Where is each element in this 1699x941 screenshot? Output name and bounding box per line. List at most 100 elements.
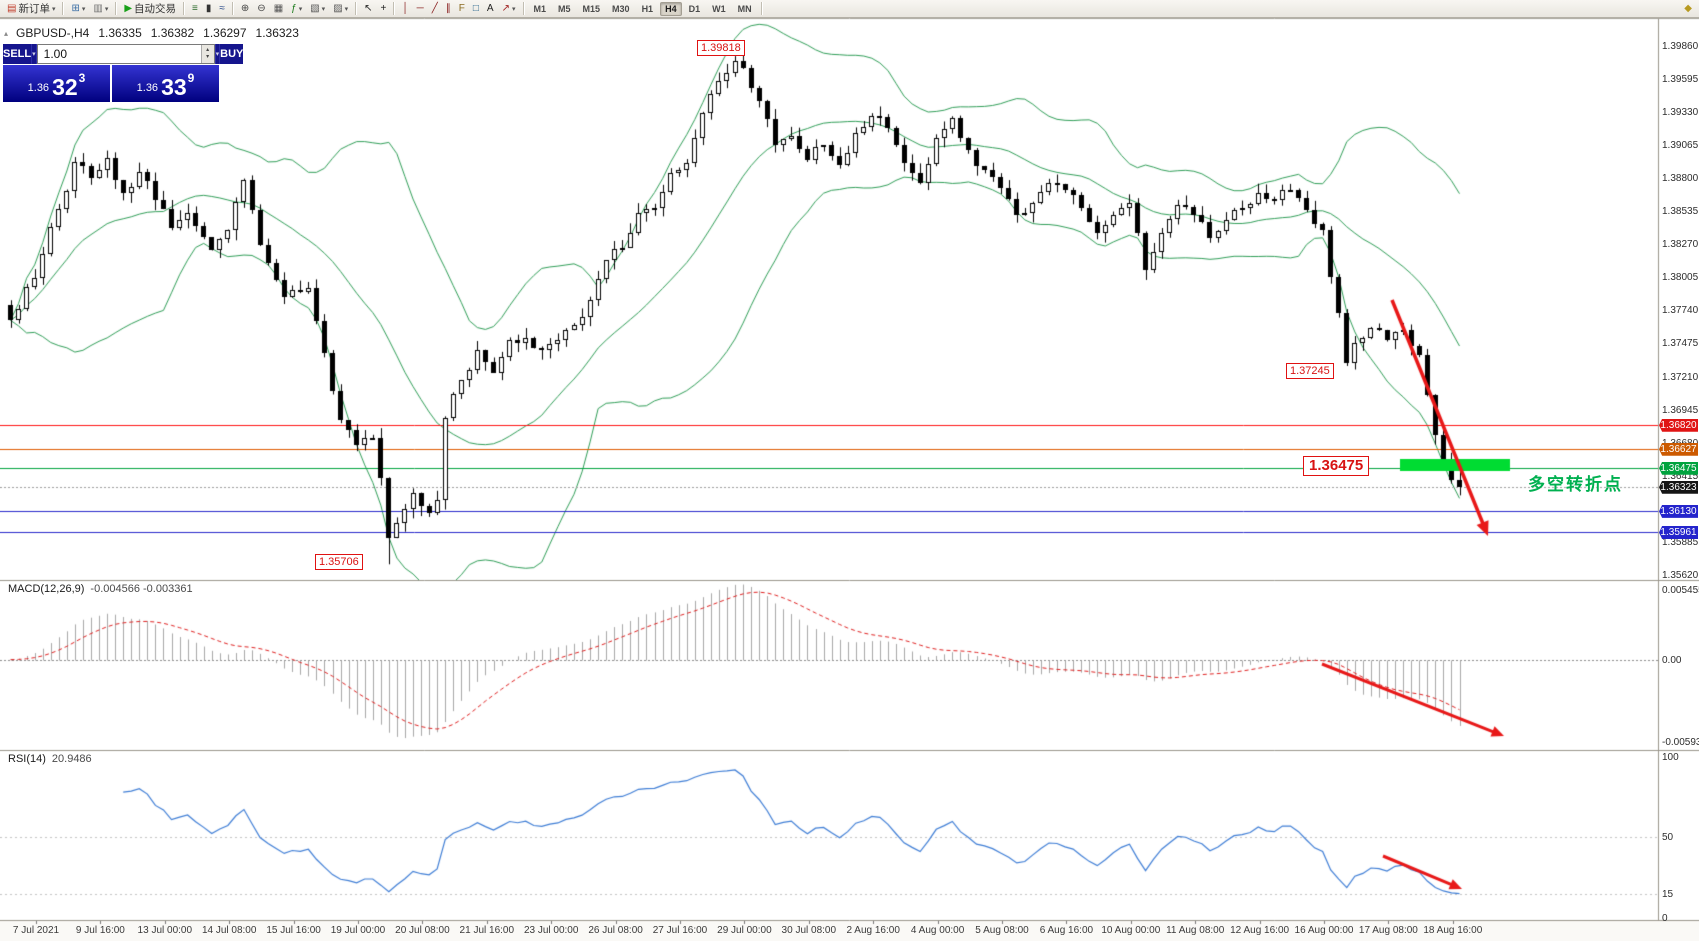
stepper-down-icon[interactable]: ▾ (206, 54, 210, 60)
autotrading-button-label: 自动交易 (134, 3, 177, 15)
community-button[interactable]: ◆ (1680, 0, 1696, 17)
indicators-button-caret-icon: ▾ (298, 5, 303, 13)
templates-button[interactable]: ▨ ▾ (329, 0, 352, 17)
timeframe-m5-button[interactable]: M5 (558, 3, 571, 14)
price-callout[interactable]: 1.36475 (1303, 456, 1370, 476)
macd-axis-label: -0.005938 (1662, 737, 1699, 748)
fibonacci-button[interactable]: F (455, 0, 469, 17)
time-axis-label: 12 Aug 16:00 (1230, 925, 1290, 936)
shapes-icon: □ (472, 2, 479, 14)
time-axis-label: 17 Aug 08:00 (1358, 925, 1418, 936)
price-callout[interactable]: 1.35706 (315, 554, 363, 570)
horizontal-line-button[interactable]: ─ (413, 0, 428, 17)
bull-bear-turning-point-note[interactable]: 多空转折点 (1528, 475, 1623, 494)
bid-price-box[interactable]: 1.36 32 3 (3, 65, 110, 102)
price-tick-label: 1.38270 (1662, 239, 1699, 251)
autotrading-icon: ▶ (124, 2, 133, 14)
tile-windows-button[interactable]: ▦ (270, 0, 287, 17)
price-tick-label: 1.39065 (1662, 139, 1699, 151)
timeframe-w1-button[interactable]: W1 (712, 3, 726, 14)
periods-icon: ▧ (310, 2, 320, 14)
horizontal-line-icon: ─ (416, 2, 424, 14)
price-tick-label: 1.37475 (1662, 338, 1699, 350)
crosshair-button[interactable]: + (377, 0, 391, 17)
arrows-icon: ↗ (501, 2, 510, 14)
buy-options-caret-icon[interactable]: ▾ (214, 44, 221, 64)
profiles-icon: ▥ (93, 2, 103, 14)
ask-price-box[interactable]: 1.36 33 9 (112, 65, 219, 102)
bars-chart-icon: ≡ (192, 2, 198, 14)
text-icon: A (486, 2, 494, 14)
macd-indicator-title: MACD(12,26,9) -0.004566 -0.003361 (8, 583, 193, 595)
autotrading-button[interactable]: ▶ 自动交易 (120, 0, 180, 17)
price-tick-label: 1.36945 (1662, 404, 1699, 416)
zoom-out-button[interactable]: ⊖ (253, 0, 269, 17)
price-tick-label: 1.39595 (1662, 73, 1699, 85)
vertical-line-icon: │ (402, 2, 409, 14)
cursor-button[interactable]: ↖ (360, 0, 376, 17)
shapes-button[interactable]: □ (469, 0, 483, 17)
timeframe-h4-button[interactable]: H4 (660, 1, 682, 16)
new-order-button[interactable]: ▤ 新订单 ▾ (3, 0, 59, 17)
zoom-in-button[interactable]: ⊕ (237, 0, 253, 17)
time-axis-label: 5 Aug 08:00 (975, 925, 1029, 936)
timeframe-m30-button[interactable]: M30 (612, 3, 630, 14)
time-axis-label: 18 Aug 16:00 (1423, 925, 1483, 936)
time-axis-label: 10 Aug 00:00 (1101, 925, 1161, 936)
new-order-icon: ▤ (7, 2, 17, 14)
timeframe-h1-button[interactable]: H1 (641, 3, 654, 14)
symbol-ohlc-line: GBPUSD-,H4 1.36335 1.36382 1.36297 1.363… (16, 26, 299, 40)
new-chart-button-caret-icon: ▾ (81, 5, 86, 13)
arrows-button[interactable]: ↗ ▾ (498, 0, 520, 17)
rsi-axis-label: 100 (1662, 752, 1679, 763)
timeframe-m15-button[interactable]: M15 (582, 3, 601, 14)
candles-chart-button[interactable]: ▮ (202, 0, 216, 17)
text-button[interactable]: A (483, 0, 498, 17)
vertical-line-button[interactable]: │ (398, 0, 412, 17)
price-tick-label: 1.35885 (1662, 536, 1699, 548)
price-tick-label: 1.38535 (1662, 206, 1699, 218)
channel-button[interactable]: ∥ (442, 0, 455, 17)
time-axis-label: 13 Jul 00:00 (137, 925, 193, 936)
toolbar-separator (393, 2, 396, 15)
time-axis-label: 6 Aug 16:00 (1039, 925, 1094, 936)
rsi-axis-label: 15 (1662, 888, 1674, 900)
time-axis-label: 27 Jul 16:00 (652, 925, 708, 936)
price-tick-label: 1.38800 (1662, 172, 1699, 184)
trendline-button[interactable]: ╱ (428, 0, 442, 17)
toolbar-separator (522, 2, 525, 15)
trendline-icon: ╱ (431, 2, 438, 14)
periods-button[interactable]: ▧ ▾ (306, 0, 329, 17)
indicators-button[interactable]: ƒ ▾ (287, 0, 306, 17)
templates-button-caret-icon: ▾ (344, 5, 349, 13)
crosshair-icon: + (380, 2, 387, 14)
sell-button[interactable]: SELL (3, 44, 32, 64)
volume-input[interactable] (37, 45, 201, 63)
price-tick-label: 1.37210 (1662, 371, 1699, 383)
time-axis-label: 11 Aug 08:00 (1166, 925, 1225, 936)
bid-prefix: 1.36 (27, 82, 50, 95)
price-tick-label: 1.37740 (1662, 305, 1699, 317)
bars-chart-button[interactable]: ≡ (188, 0, 202, 17)
timeframe-d1-button[interactable]: D1 (688, 3, 701, 14)
volume-stepper[interactable]: ▴ ▾ (200, 45, 214, 63)
stepper-up-icon[interactable]: ▴ (206, 47, 210, 54)
rsi-name: RSI(14) (8, 753, 46, 765)
buy-button[interactable]: BUY (220, 44, 244, 64)
rsi-axis-label: 50 (1662, 832, 1674, 843)
price-callout[interactable]: 1.37245 (1286, 363, 1334, 379)
timeframe-mn-button[interactable]: MN (737, 3, 752, 14)
ask-pipette: 9 (187, 71, 195, 85)
line-chart-button[interactable]: ≈ (215, 0, 229, 17)
profiles-button[interactable]: ▥ ▾ (89, 0, 112, 17)
sell-options-caret-icon[interactable]: ▾ (31, 44, 37, 64)
price-line-badge: 1.35961 (1659, 525, 1698, 539)
price-callout[interactable]: 1.39818 (697, 40, 745, 56)
new-chart-button[interactable]: ⊞ ▾ (67, 0, 89, 17)
timeframe-m1-button[interactable]: M1 (533, 3, 547, 14)
time-axis-label: 2 Aug 16:00 (846, 925, 900, 936)
macd-values: -0.004566 -0.003361 (90, 583, 193, 595)
collapse-panel-icon[interactable]: ▴ (4, 29, 9, 38)
channel-icon: ∥ (445, 2, 451, 14)
